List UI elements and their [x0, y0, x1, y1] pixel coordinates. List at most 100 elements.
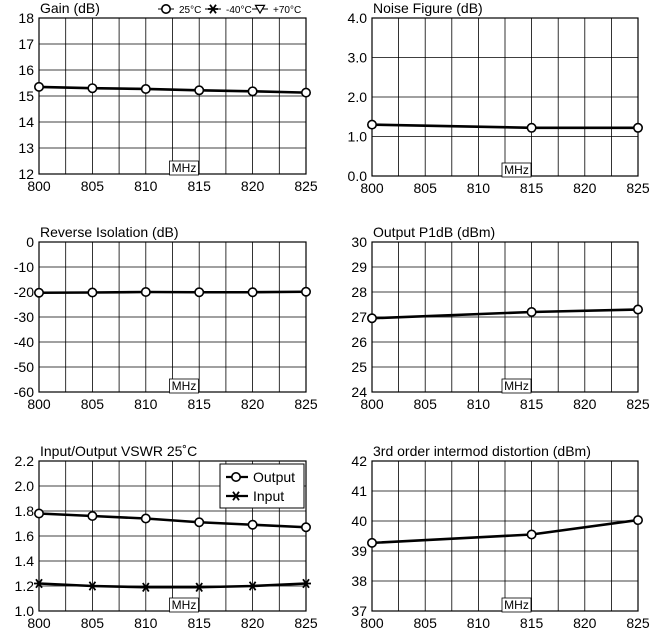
chart-title: Reverse Isolation (dB)	[40, 224, 179, 240]
x-tick-label: 815	[520, 396, 544, 412]
legend-label: -40°C	[226, 5, 252, 16]
data-point	[194, 287, 205, 298]
chart-panel-2: 0.0 1.0 2.0 3.0 4.0 800 805 810 815 820 825 Noise F…	[348, 0, 650, 196]
y-tick-label: 28	[351, 284, 367, 300]
data-point	[87, 83, 98, 94]
y-tick-label: 13	[18, 140, 34, 156]
legend-marker	[208, 4, 218, 14]
x-tick-label: 820	[573, 396, 597, 412]
y-tick-label: 25	[351, 359, 367, 375]
chart-panel-6: 37 38 39 40 41 42 800 805 810 815 820 825 3rd order …	[351, 443, 649, 631]
x-tick-label: 800	[27, 615, 51, 631]
y-tick-label: 12	[18, 166, 34, 182]
y-tick-label: 40	[351, 513, 367, 529]
data-point	[366, 119, 377, 130]
y-tick-label: 27	[351, 309, 367, 325]
x-tick-label: 825	[294, 178, 318, 194]
series-line	[38, 290, 307, 295]
legend-marker	[231, 471, 242, 482]
x-tick-label: 820	[241, 178, 265, 194]
y-tick-label: 1.4	[15, 553, 35, 569]
y-tick-label: 2.0	[15, 478, 35, 494]
chart-title: 3rd order intermod distortion (dBm)	[373, 443, 591, 459]
data-point	[366, 313, 377, 324]
legend-label: Output	[253, 469, 295, 485]
data-point	[33, 508, 44, 519]
data-point	[301, 578, 311, 589]
series-line	[38, 512, 307, 529]
x-unit-label: MHz	[172, 161, 197, 175]
data-point	[632, 515, 643, 526]
legend-box	[219, 463, 305, 509]
x-tick-label: 815	[188, 615, 212, 631]
unit-label-box	[169, 160, 199, 176]
y-tick-label: 17	[18, 36, 34, 52]
x-tick-label: 825	[294, 615, 318, 631]
data-point	[140, 286, 151, 297]
legend-label: 25°C	[179, 5, 201, 16]
x-tick-label: 800	[360, 615, 384, 631]
y-tick-label: -30	[14, 309, 34, 325]
x-unit-label: MHz	[172, 379, 197, 393]
data-point	[194, 582, 205, 593]
y-tick-label: 1.8	[15, 503, 35, 519]
y-tick-label: 38	[351, 573, 367, 589]
data-point	[33, 287, 44, 298]
x-tick-label: 825	[626, 396, 650, 412]
x-tick-label: 805	[414, 180, 438, 196]
legend-label: Input	[253, 488, 284, 504]
legend: Output Input	[219, 463, 305, 509]
data-point	[87, 510, 98, 521]
x-tick-label: 810	[134, 615, 158, 631]
y-tick-label: -20	[14, 284, 34, 300]
x-tick-label: 825	[626, 180, 650, 196]
data-point	[300, 522, 311, 533]
x-tick-label: 815	[188, 396, 212, 412]
data-point	[247, 581, 258, 591]
y-tick-label: 42	[351, 453, 367, 469]
y-tick-label: 30	[351, 234, 367, 250]
y-tick-label: 2.2	[15, 453, 35, 469]
legend: 25°C -40°C +70°C	[158, 4, 301, 16]
y-tick-label: 18	[18, 10, 34, 26]
x-tick-label: 820	[241, 396, 265, 412]
series-line	[38, 582, 307, 589]
data-point	[87, 287, 98, 298]
x-tick-label: 805	[414, 615, 438, 631]
y-tick-label: -40	[14, 334, 34, 350]
data-point	[526, 122, 537, 133]
data-point	[140, 83, 151, 94]
chart-panel-1: 12 13 14 15 16 17 18 800 805 810 815 820 825 Gain (dB…	[18, 0, 317, 194]
x-tick-label: 810	[134, 178, 158, 194]
data-point	[632, 122, 643, 133]
chart-panel-3: -60 -50 -40 -30 -20 -10 0 800 805 810 815 820 825 Rev…	[14, 224, 318, 412]
x-unit-label: MHz	[504, 379, 529, 393]
x-tick-label: 805	[81, 615, 105, 631]
y-tick-label: -60	[14, 384, 34, 400]
y-tick-label: 16	[18, 62, 34, 78]
x-tick-label: 825	[626, 615, 650, 631]
x-tick-label: 815	[520, 180, 544, 196]
y-tick-label: 39	[351, 543, 367, 559]
data-point	[140, 513, 151, 524]
x-tick-label: 810	[134, 396, 158, 412]
data-point	[526, 529, 537, 540]
y-tick-label: 4.0	[348, 10, 368, 26]
data-point	[247, 287, 258, 298]
x-tick-label: 800	[360, 396, 384, 412]
x-unit-label: MHz	[504, 163, 529, 177]
x-tick-label: 815	[188, 178, 212, 194]
chart-panel-4: 24 25 26 27 28 29 30 800 805 810 815 820 825 Output P…	[351, 224, 649, 412]
y-tick-label: 24	[351, 384, 367, 400]
x-tick-label: 810	[467, 396, 491, 412]
chart-panel-5: 1.0 1.2 1.4 1.6 1.8 2.0 2.2 800 805 810 815 820 825 I…	[15, 443, 318, 631]
chart-title: Gain (dB)	[40, 0, 100, 16]
data-point	[87, 581, 98, 591]
unit-label-box	[501, 597, 532, 613]
unit-label-box	[501, 378, 532, 394]
unit-label-box	[169, 597, 199, 613]
y-tick-label: 14	[18, 114, 34, 130]
legend-marker	[254, 4, 266, 15]
x-tick-label: 810	[467, 615, 491, 631]
